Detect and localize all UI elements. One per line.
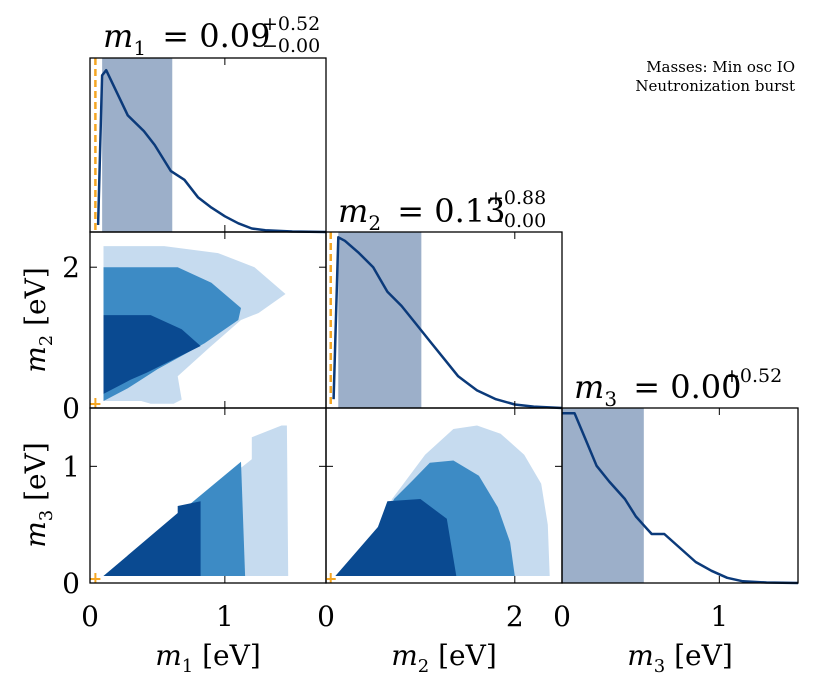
m1-xlabel: m1 [eV] (155, 639, 261, 677)
m3-xlabel: m3 [eV] (627, 639, 733, 677)
m1-xtick-label: 1 (216, 600, 234, 633)
m1-xtick-label: 0 (81, 600, 99, 633)
m1-title-value: 0.09 (199, 17, 270, 55)
panel-m1-vs-m2 (89, 231, 327, 409)
m3-title-upper: +0.52 (724, 365, 782, 387)
annotation-source: Neutronization burst (635, 77, 795, 95)
m2-xlabel: m2 [eV] (391, 639, 497, 677)
m3-title-sub: 3 (604, 387, 617, 411)
m3-ytick-label: 1 (62, 450, 80, 483)
m3-posterior-line (562, 412, 799, 585)
m2-ytick-label: 2 (62, 251, 80, 284)
m2-title-lower: −0.00 (488, 210, 546, 232)
panel-m2-marginal (325, 231, 563, 410)
m3-xtick-label: 1 (710, 600, 728, 633)
m2-xtick-label: 0 (317, 600, 335, 633)
m3-xtick-label: 0 (553, 600, 571, 633)
m2-title: m2 = 0.13 (338, 192, 505, 235)
m3-title: m3 = 0.00 (574, 368, 741, 411)
m2-ylabel: m2 [eV] (19, 267, 57, 373)
annotation-masses: Masses: Min osc IO (646, 58, 795, 76)
m2-xtick-label: 2 (506, 600, 524, 633)
m1-title-lower: −0.00 (262, 35, 320, 57)
m3-ylabel: m3 [eV] (19, 442, 57, 548)
m2m3-contour-39pct (335, 499, 457, 576)
m3-title-symbol: m (574, 368, 604, 406)
m2-title-value: 0.13 (434, 192, 505, 230)
m2-posterior-line (332, 236, 563, 410)
panel-m2-vs-m3 (325, 407, 563, 584)
m1-title-symbol: m (103, 17, 133, 55)
m2-ytick-label: 0 (62, 392, 80, 425)
m1-posterior-line (96, 68, 327, 234)
panel-m1-vs-m3 (89, 407, 327, 584)
m1-title: m1 = 0.09 (103, 17, 270, 60)
m2-title-symbol: m (338, 192, 368, 230)
m1m3-contour-39pct (103, 501, 201, 576)
m2m3-frame (325, 407, 563, 584)
panel-m1-marginal (89, 57, 327, 234)
m3-title-value: 0.00 (670, 368, 741, 406)
m1-title-upper: +0.52 (262, 13, 320, 35)
panel-m3-marginal (561, 407, 799, 585)
m2-title-upper: +0.88 (488, 187, 546, 209)
m3-ytick-label: 0 (62, 567, 80, 600)
m2-title-sub: 2 (368, 211, 381, 235)
m1-title-sub: 1 (133, 36, 146, 60)
m2-credible-band (338, 232, 422, 408)
m1m2-contour-39pct (103, 315, 201, 394)
m3-credible-band (562, 408, 644, 583)
